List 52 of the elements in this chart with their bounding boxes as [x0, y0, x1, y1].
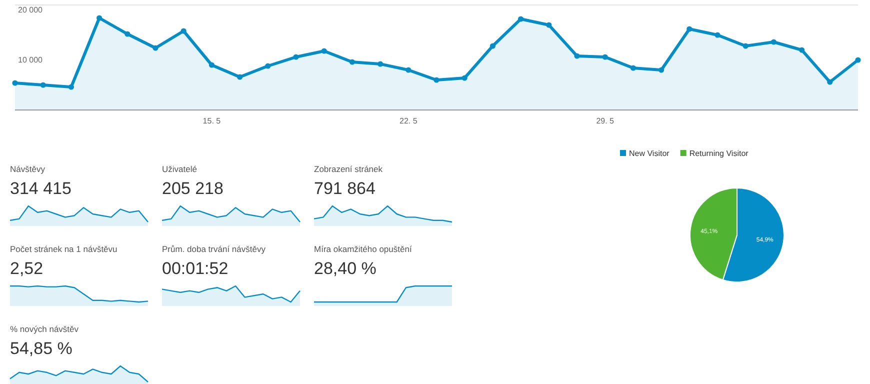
legend-label: New Visitor — [629, 149, 670, 158]
point — [770, 39, 776, 45]
chart-title: Prům. doba trvání návštěvy — [162, 244, 266, 254]
point — [658, 67, 664, 73]
point — [630, 65, 636, 71]
point — [378, 61, 384, 67]
chart-title: Zobrazení stránek — [314, 164, 384, 174]
point — [12, 80, 18, 86]
chart-title: Počet stránek na 1 návštěvu — [10, 244, 118, 254]
point — [124, 31, 130, 37]
chart-subtitle: 2,52 — [10, 259, 44, 278]
point — [406, 67, 412, 73]
chart-title: % nových návštěv — [10, 324, 80, 334]
y-tick-label: 10 000 — [18, 56, 44, 65]
point — [742, 43, 748, 49]
point — [237, 74, 243, 80]
point — [265, 63, 271, 69]
chart-subtitle: 791 864 — [314, 179, 376, 198]
point — [546, 22, 552, 28]
point — [462, 75, 468, 81]
point — [518, 16, 524, 22]
point — [714, 32, 720, 38]
chart-title: Uživatelé — [162, 164, 198, 174]
point — [152, 45, 158, 51]
point — [490, 43, 496, 49]
legend-label: Returning Visitor — [689, 149, 749, 158]
point — [96, 15, 102, 21]
point — [434, 77, 440, 83]
point — [855, 57, 861, 63]
point — [40, 82, 46, 88]
chart-title: Návštěvy — [10, 164, 46, 174]
chart-subtitle: 314 415 — [10, 179, 72, 198]
chart-subtitle: 00:01:52 — [162, 259, 228, 278]
chart-subtitle: 54,85 % — [10, 339, 72, 358]
point — [349, 59, 355, 65]
chart-subtitle: 28,40 % — [314, 259, 376, 278]
x-tick-label: 15. 5 — [202, 116, 222, 126]
y-tick-label: 20 000 — [18, 6, 44, 15]
chart-subtitle: 205 218 — [162, 179, 224, 198]
point — [799, 47, 805, 53]
point — [208, 62, 214, 68]
point — [686, 26, 692, 32]
point — [180, 28, 186, 34]
chart-title: Míra okamžitého opuštění — [314, 244, 412, 254]
x-tick-label: 29. 5 — [596, 116, 615, 126]
point — [321, 48, 327, 54]
point — [602, 54, 608, 60]
point — [68, 84, 74, 90]
point — [293, 54, 299, 60]
x-tick-label: 22. 5 — [400, 116, 418, 126]
point — [827, 79, 833, 85]
point — [574, 53, 580, 59]
